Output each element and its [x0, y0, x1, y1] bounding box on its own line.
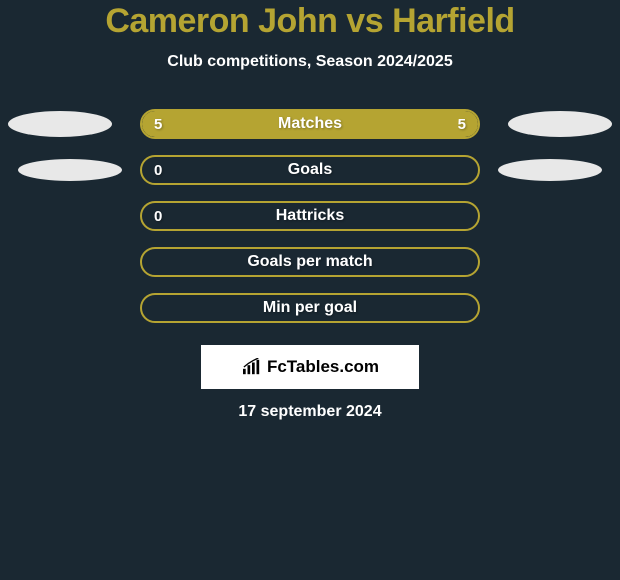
stat-label: Hattricks: [276, 207, 344, 225]
stat-row-goals: 0 Goals: [0, 155, 620, 185]
stat-row-min-per-goal: Min per goal: [0, 293, 620, 323]
stat-label: Goals: [288, 161, 332, 179]
stat-label: Matches: [278, 115, 342, 133]
stat-value-left: 0: [154, 208, 162, 225]
stat-bar: Min per goal: [140, 293, 480, 323]
stat-bar: Goals per match: [140, 247, 480, 277]
stat-value-left: 5: [154, 116, 162, 133]
subtitle: Club competitions, Season 2024/2025: [167, 53, 452, 71]
stat-value-right: 5: [458, 116, 466, 133]
brand-box: FcTables.com: [201, 345, 419, 389]
avatar-placeholder-left: [8, 111, 112, 137]
stat-label: Goals per match: [247, 253, 372, 271]
stat-bar: 0 Hattricks: [140, 201, 480, 231]
infographic-container: Cameron John vs Harfield Club competitio…: [0, 0, 620, 421]
stat-row-matches: 5 Matches 5: [0, 109, 620, 139]
stat-bar: 5 Matches 5: [140, 109, 480, 139]
stat-row-hattricks: 0 Hattricks: [0, 201, 620, 231]
stat-label: Min per goal: [263, 299, 357, 317]
stat-value-left: 0: [154, 162, 162, 179]
avatar-placeholder-right: [498, 159, 602, 181]
date-label: 17 september 2024: [238, 403, 381, 421]
brand-label: FcTables.com: [267, 357, 379, 377]
stat-row-goals-per-match: Goals per match: [0, 247, 620, 277]
brand-content: FcTables.com: [241, 357, 379, 377]
chart-icon: [241, 358, 263, 376]
stat-bar: 0 Goals: [140, 155, 480, 185]
avatar-placeholder-left: [18, 159, 122, 181]
page-title: Cameron John vs Harfield: [105, 2, 514, 41]
avatar-placeholder-right: [508, 111, 612, 137]
